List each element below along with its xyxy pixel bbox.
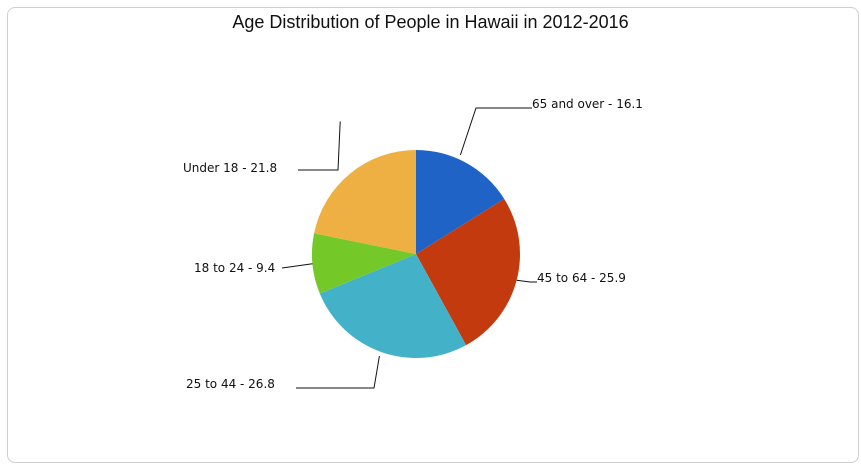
leader-line-45-to-64 [516, 279, 537, 283]
slice-label-45-to-64: 45 to 64 - 25.9 [537, 271, 626, 285]
pie-slice-45-to-64 [416, 198, 521, 346]
pie-slice-18-to-24 [312, 233, 416, 294]
slice-label-25-to-44: 25 to 44 - 26.8 [186, 377, 275, 391]
pie-slice-65-and-over [416, 150, 505, 254]
chart-title: Age Distribution of People in Hawaii in … [232, 12, 629, 32]
pie-slice-25-to-44 [319, 254, 467, 359]
slice-label-under-18: Under 18 - 21.8 [183, 161, 277, 175]
leader-line-under-18 [298, 121, 341, 171]
pie-slice-under-18 [314, 150, 416, 254]
leader-line-18-to-24 [281, 263, 313, 269]
leader-line-25-to-44 [296, 356, 380, 389]
slice-label-65-and-over: 65 and over - 16.1 [532, 97, 643, 111]
slice-label-18-to-24: 18 to 24 - 9.4 [194, 261, 275, 275]
leader-line-65-and-over [459, 107, 532, 156]
